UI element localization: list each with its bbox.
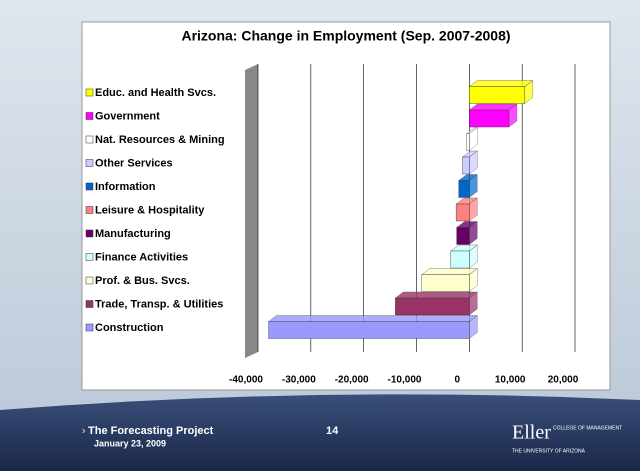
logo: Eller	[512, 422, 551, 444]
bar-top	[394, 291, 478, 299]
x-tick-label: 0	[455, 375, 461, 386]
legend-label: Finance Activities	[95, 251, 188, 263]
x-tick-label: -10,000	[388, 375, 422, 386]
legend-swatch	[85, 276, 94, 285]
legend-swatch	[85, 323, 94, 332]
legend-label: Other Services	[95, 157, 173, 169]
bar	[458, 180, 470, 198]
bar	[450, 250, 470, 269]
legend-swatch	[85, 182, 94, 191]
legend-swatch	[85, 159, 94, 167]
legend-swatch	[85, 112, 94, 120]
footer-bar	[0, 394, 640, 471]
footer-project: The Forecasting Project	[88, 425, 214, 437]
legend-label: Government	[95, 110, 160, 122]
x-tick-label: 10,000	[495, 375, 526, 386]
legend-label: Manufacturing	[95, 228, 171, 240]
legend-label: Trade, Transp. & Utilities	[95, 298, 223, 310]
legend-swatch	[85, 135, 94, 144]
legend-swatch	[85, 206, 94, 214]
logo-sub: THE UNIVERSITY OF ARIZONA	[512, 448, 586, 454]
x-tick-label: -30,000	[282, 375, 316, 386]
page-number: 14	[326, 425, 339, 437]
bullet: ›	[82, 426, 85, 437]
bar-top	[468, 103, 518, 111]
legend-label: Educ. and Health Svcs.	[95, 87, 216, 99]
bar	[421, 274, 470, 292]
legend-swatch	[85, 229, 94, 238]
bar	[469, 109, 510, 128]
axis-wall	[245, 64, 258, 358]
legend-swatch	[85, 88, 94, 97]
legend-swatch	[85, 300, 94, 308]
x-tick-label: -40,000	[229, 375, 263, 386]
bar	[456, 227, 470, 245]
bar	[455, 203, 470, 222]
bar-top	[267, 315, 478, 322]
footer-date: January 23, 2009	[94, 438, 166, 448]
bar-top	[421, 268, 478, 275]
legend-label: Leisure & Hospitality	[95, 204, 205, 216]
x-tick-label: -20,000	[335, 375, 369, 386]
bar-top	[468, 80, 534, 87]
logo-sub: COLLEGE OF MANAGEMENT	[553, 425, 622, 431]
legend-label: Construction	[95, 322, 164, 334]
bar	[466, 133, 470, 151]
legend-label: Information	[95, 181, 156, 193]
chart-title: Arizona: Change in Employment (Sep. 2007…	[181, 28, 510, 44]
x-tick-label: 20,000	[548, 375, 579, 386]
bar	[395, 297, 470, 316]
bar	[462, 156, 470, 175]
bar	[469, 86, 526, 104]
bar	[268, 321, 470, 339]
legend-label: Prof. & Bus. Svcs.	[95, 275, 190, 287]
legend-swatch	[85, 253, 94, 261]
legend-label: Nat. Resources & Mining	[95, 134, 225, 146]
